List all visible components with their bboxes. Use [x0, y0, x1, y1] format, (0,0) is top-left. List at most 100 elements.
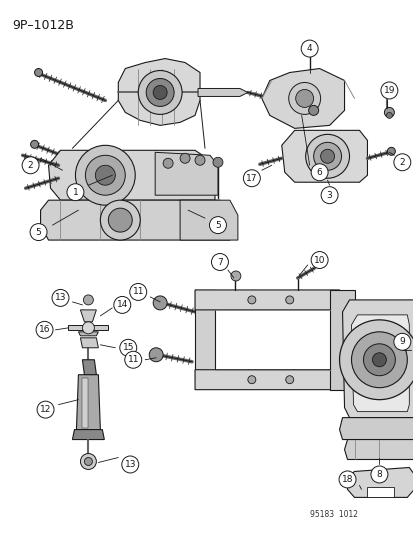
Text: 95183  1012: 95183 1012: [309, 510, 357, 519]
Text: 11: 11: [132, 287, 144, 296]
Polygon shape: [344, 440, 413, 459]
Circle shape: [211, 254, 228, 270]
Circle shape: [195, 155, 204, 165]
Circle shape: [85, 155, 125, 195]
Circle shape: [393, 154, 410, 171]
Text: 9: 9: [399, 337, 404, 346]
Polygon shape: [118, 59, 199, 125]
Text: 2: 2: [399, 158, 404, 167]
Circle shape: [305, 134, 349, 178]
Circle shape: [372, 353, 385, 367]
Circle shape: [387, 147, 394, 155]
Text: 13: 13: [124, 460, 136, 469]
Text: 16: 16: [39, 325, 50, 334]
Polygon shape: [367, 487, 394, 497]
Circle shape: [36, 321, 53, 338]
Text: 19: 19: [383, 86, 394, 95]
Text: 12: 12: [40, 405, 51, 414]
Circle shape: [180, 154, 190, 163]
Circle shape: [149, 348, 163, 362]
Text: 2: 2: [28, 161, 33, 170]
Polygon shape: [80, 310, 96, 322]
Text: 10: 10: [313, 255, 325, 264]
Circle shape: [163, 158, 173, 168]
Text: 17: 17: [245, 174, 257, 183]
Text: 13: 13: [55, 294, 66, 302]
Circle shape: [212, 157, 223, 167]
Circle shape: [370, 466, 387, 483]
Circle shape: [83, 295, 93, 305]
Circle shape: [119, 340, 136, 356]
Circle shape: [84, 457, 92, 465]
Polygon shape: [197, 88, 247, 96]
Polygon shape: [339, 417, 413, 440]
Polygon shape: [82, 360, 96, 375]
Polygon shape: [195, 290, 341, 310]
Circle shape: [288, 83, 320, 115]
Circle shape: [80, 454, 96, 470]
Text: 5: 5: [215, 221, 220, 230]
Circle shape: [285, 376, 293, 384]
Circle shape: [121, 456, 138, 473]
Circle shape: [311, 164, 327, 181]
Polygon shape: [68, 325, 108, 330]
Circle shape: [380, 82, 397, 99]
Circle shape: [35, 69, 43, 77]
Circle shape: [363, 344, 394, 376]
Polygon shape: [261, 69, 344, 128]
Text: 5: 5: [36, 228, 41, 237]
Polygon shape: [155, 152, 217, 195]
Text: 15: 15: [122, 343, 134, 352]
Polygon shape: [40, 200, 229, 240]
Text: 14: 14: [116, 301, 128, 309]
Circle shape: [230, 271, 240, 281]
Circle shape: [124, 351, 141, 368]
Polygon shape: [342, 300, 413, 417]
Text: 11: 11: [127, 356, 139, 364]
Circle shape: [138, 70, 182, 115]
Circle shape: [37, 401, 54, 418]
Circle shape: [146, 78, 174, 107]
Circle shape: [209, 216, 226, 233]
Circle shape: [31, 140, 38, 148]
Circle shape: [247, 296, 255, 304]
Circle shape: [384, 108, 394, 117]
Circle shape: [52, 289, 69, 306]
Polygon shape: [72, 430, 104, 440]
Circle shape: [247, 376, 255, 384]
Text: 7: 7: [216, 257, 222, 266]
Circle shape: [30, 224, 47, 240]
Circle shape: [393, 333, 410, 350]
Circle shape: [285, 296, 293, 304]
Polygon shape: [76, 375, 100, 430]
Circle shape: [338, 471, 355, 488]
Circle shape: [108, 208, 132, 232]
Circle shape: [153, 85, 167, 100]
Polygon shape: [351, 315, 408, 411]
Circle shape: [153, 296, 167, 310]
Circle shape: [351, 332, 406, 387]
Polygon shape: [347, 467, 413, 497]
Polygon shape: [48, 150, 214, 200]
Circle shape: [308, 106, 318, 116]
Polygon shape: [180, 200, 237, 240]
Text: 1: 1: [72, 188, 78, 197]
Polygon shape: [82, 378, 88, 427]
Circle shape: [22, 157, 39, 174]
Circle shape: [243, 169, 260, 187]
Circle shape: [67, 184, 84, 200]
Circle shape: [313, 142, 341, 170]
Polygon shape: [195, 370, 341, 390]
Circle shape: [320, 149, 334, 163]
Text: 8: 8: [376, 470, 381, 479]
Circle shape: [311, 252, 327, 269]
Circle shape: [129, 284, 146, 301]
Polygon shape: [80, 338, 98, 348]
Circle shape: [339, 320, 413, 400]
Polygon shape: [281, 131, 367, 182]
Circle shape: [320, 187, 337, 204]
Circle shape: [114, 296, 131, 313]
Polygon shape: [195, 290, 214, 379]
Text: 6: 6: [316, 168, 322, 177]
Circle shape: [95, 165, 115, 185]
